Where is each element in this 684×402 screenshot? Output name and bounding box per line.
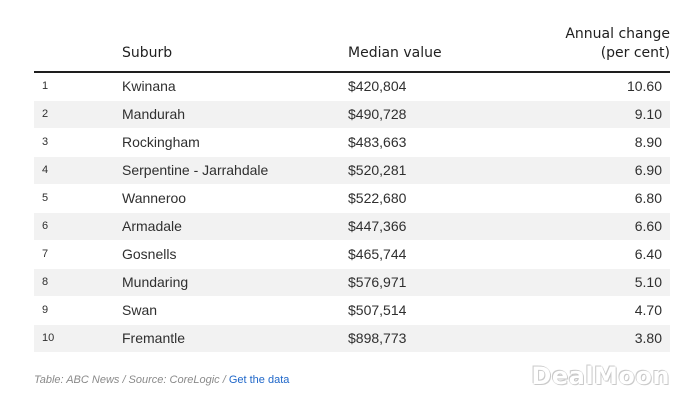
suburb-cell: Serpentine - Jarrahdale (122, 156, 348, 185)
annual-change-cell: 6.80 (528, 184, 670, 213)
suburb-cell: Wanneroo (122, 184, 348, 213)
rank-cell: 4 (34, 156, 122, 185)
suburb-table: Suburb Median value Annual change (per c… (34, 24, 670, 353)
rank-cell: 6 (34, 212, 122, 241)
get-the-data-link[interactable]: Get the data (228, 374, 290, 386)
caption-source: Table: ABC News / Source: CoreLogic / (34, 374, 226, 386)
rank-cell: 5 (34, 184, 122, 213)
table-row: 8 Mundaring $576,971 5.10 (34, 268, 670, 297)
rank-cell: 8 (34, 268, 122, 297)
annual-change-cell: 6.40 (528, 240, 670, 269)
annual-change-cell: 6.90 (528, 156, 670, 185)
table-row: 9 Swan $507,514 4.70 (34, 296, 670, 325)
suburb-cell: Rockingham (122, 128, 348, 157)
suburb-cell: Swan (122, 296, 348, 325)
table-row: 7 Gosnells $465,744 6.40 (34, 240, 670, 269)
suburb-cell: Mandurah (122, 100, 348, 129)
annual-change-cell: 3.80 (528, 324, 670, 353)
header-row: Suburb Median value Annual change (per c… (34, 24, 670, 73)
median-value-cell: $522,680 (348, 184, 528, 213)
table-row: 10 Fremantle $898,773 3.80 (34, 324, 670, 353)
annual-change-cell: 9.10 (528, 100, 670, 129)
rank-cell: 1 (34, 72, 122, 101)
median-value-cell: $490,728 (348, 100, 528, 129)
header-rank (34, 24, 122, 73)
annual-change-cell: 8.90 (528, 128, 670, 157)
table-row: 3 Rockingham $483,663 8.90 (34, 128, 670, 157)
annual-change-cell: 6.60 (528, 212, 670, 241)
table-row: 1 Kwinana $420,804 10.60 (34, 72, 670, 101)
median-value-cell: $520,281 (348, 156, 528, 185)
table-body: 1 Kwinana $420,804 10.60 2 Mandurah $490,728 9.… (34, 72, 670, 353)
header-annual-change-line1: Annual change (565, 26, 670, 42)
annual-change-cell: 10.60 (528, 72, 670, 101)
table-row: 5 Wanneroo $522,680 6.80 (34, 184, 670, 213)
median-value-cell: $507,514 (348, 296, 528, 325)
dealmoon-watermark: DealMoon (531, 362, 670, 390)
suburb-cell: Armadale (122, 212, 348, 241)
suburb-cell: Kwinana (122, 72, 348, 101)
rank-cell: 7 (34, 240, 122, 269)
median-value-cell: $465,744 (348, 240, 528, 269)
data-table-container: Suburb Median value Annual change (per c… (34, 24, 670, 353)
header-annual-change-line2: (per cent) (600, 45, 670, 61)
rank-cell: 9 (34, 296, 122, 325)
header-median-value: Median value (348, 24, 528, 73)
table-row: 2 Mandurah $490,728 9.10 (34, 100, 670, 129)
rank-cell: 10 (34, 324, 122, 353)
median-value-cell: $898,773 (348, 324, 528, 353)
table-row: 6 Armadale $447,366 6.60 (34, 212, 670, 241)
median-value-cell: $576,971 (348, 268, 528, 297)
suburb-cell: Gosnells (122, 240, 348, 269)
table-caption: Table: ABC News / Source: CoreLogic / Ge… (34, 374, 289, 386)
annual-change-cell: 5.10 (528, 268, 670, 297)
median-value-cell: $483,663 (348, 128, 528, 157)
rank-cell: 3 (34, 128, 122, 157)
median-value-cell: $420,804 (348, 72, 528, 101)
rank-cell: 2 (34, 100, 122, 129)
median-value-cell: $447,366 (348, 212, 528, 241)
suburb-cell: Fremantle (122, 324, 348, 353)
annual-change-cell: 4.70 (528, 296, 670, 325)
header-annual-change: Annual change (per cent) (528, 24, 670, 73)
table-header: Suburb Median value Annual change (per c… (34, 24, 670, 73)
suburb-cell: Mundaring (122, 268, 348, 297)
header-suburb: Suburb (122, 24, 348, 73)
table-row: 4 Serpentine - Jarrahdale $520,281 6.90 (34, 156, 670, 185)
